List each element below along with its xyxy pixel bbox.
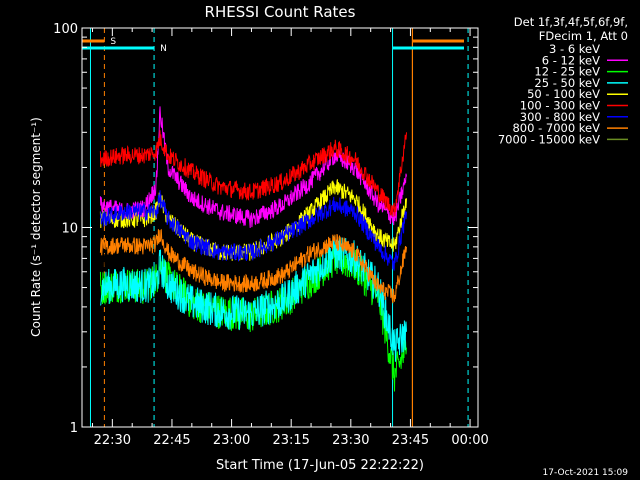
series-line-7: [99, 190, 407, 271]
x-tick-label-4: 23:30: [332, 433, 369, 448]
x-tick-label-1: 22:45: [153, 433, 190, 448]
x-tick-label-0: 22:30: [94, 433, 131, 448]
x-tick-label-5: 23:45: [392, 433, 429, 448]
y-tick-label-0: 1: [70, 421, 78, 436]
plot-area: S N 22:30 22:45 23:00 23:15 23:30 23:45 00:00 1 10…: [53, 22, 489, 448]
saa-marker-label: S: [110, 37, 116, 47]
series-line-6: [99, 130, 407, 218]
legend-label-3: 12 - 25 keV: [534, 65, 600, 79]
night-marker-label: N: [160, 44, 167, 54]
x-tick-label-6: 00:00: [451, 433, 488, 448]
legend-label-7: 300 - 800 keV: [520, 110, 600, 124]
chart-title: RHESSI Count Rates: [205, 3, 356, 21]
legend-header-line-2: FDecim 1, Att 0: [539, 29, 628, 43]
legend-label-5: 50 - 100 keV: [527, 87, 600, 101]
legend-label-2: 6 - 12 keV: [542, 53, 600, 67]
legend-label-6: 100 - 300 keV: [520, 99, 600, 113]
y-axis-label: Count Rate (s⁻¹ detector segment⁻¹): [29, 117, 43, 337]
y-tick-label-2: 100: [53, 22, 78, 37]
y-tick-label-1: 10: [61, 222, 78, 237]
series-line-8: [99, 228, 407, 304]
x-axis-label: Start Time (17-Jun-05 22:22:22): [216, 458, 424, 473]
series-line-2: [99, 106, 407, 228]
legend-label-9: 7000 - 15000 keV: [498, 132, 600, 146]
footer-timestamp: 17-Oct-2021 15:09: [543, 468, 629, 478]
series-line-4: [99, 236, 407, 362]
legend-header-line-1: Det 1f,3f,4f,5f,6f,9f,: [514, 15, 628, 29]
x-tick-label-3: 23:15: [272, 433, 309, 448]
series-line-5: [99, 179, 407, 261]
x-tick-label-2: 23:00: [213, 433, 250, 448]
legend-label-4: 25 - 50 keV: [534, 76, 600, 90]
legend-label-1: 3 - 6 keV: [549, 42, 600, 56]
legend-label-8: 800 - 7000 keV: [512, 121, 600, 135]
